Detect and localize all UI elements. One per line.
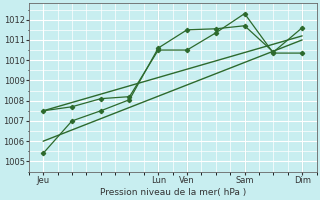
X-axis label: Pression niveau de la mer( hPa ): Pression niveau de la mer( hPa ) [100,188,246,197]
